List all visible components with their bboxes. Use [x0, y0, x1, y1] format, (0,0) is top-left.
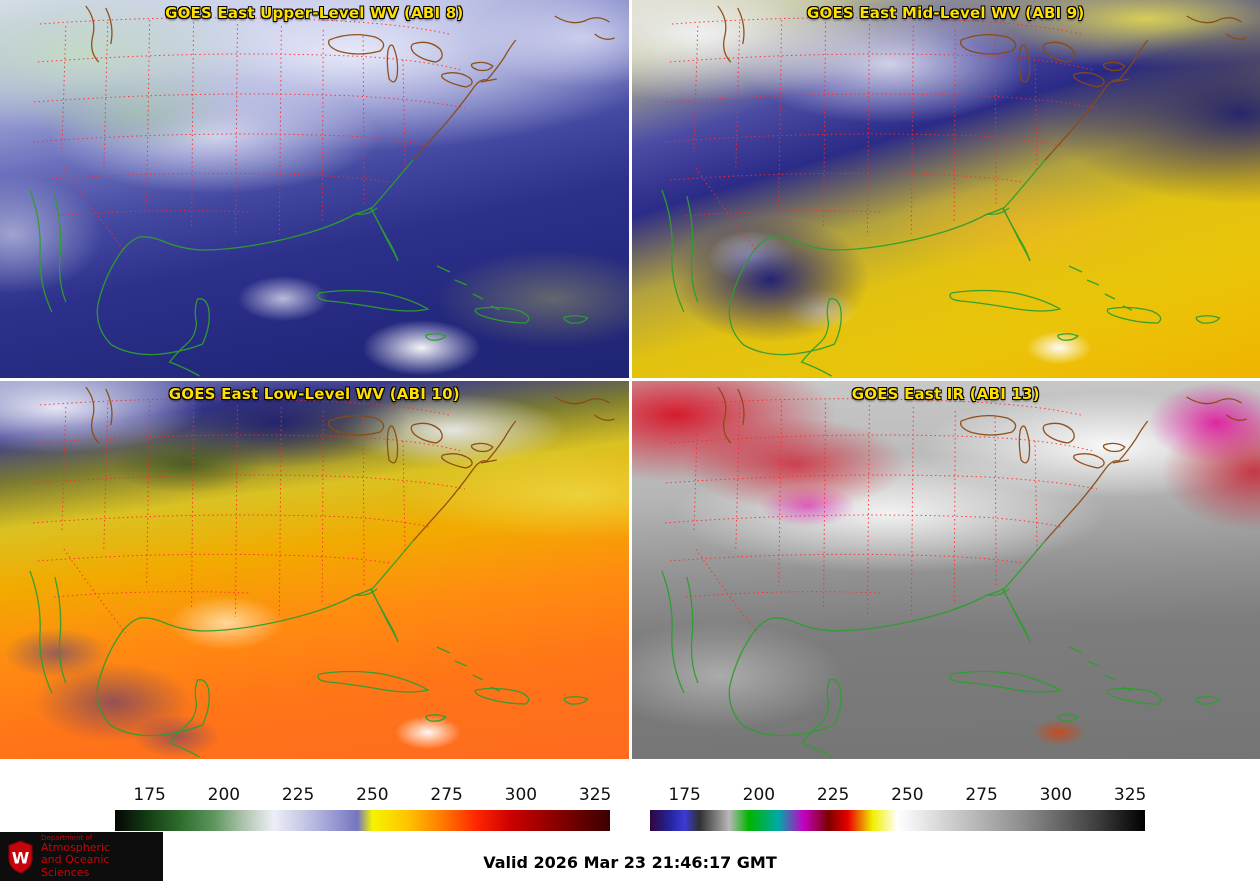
satellite-imagery-abi13: [631, 381, 1260, 759]
uw-crest-icon: W: [8, 840, 33, 873]
valid-time: Valid 2026 Mar 23 21:46:17 GMT: [483, 853, 777, 872]
logo-dept-prefix: Department of: [40, 833, 93, 842]
crest-letter: W: [12, 848, 30, 867]
wv-colorbar-ticks: 175 200 225 250 275 300 325: [115, 785, 612, 809]
colorbar-tick-label: 275: [430, 785, 463, 805]
map-overlay-abi9: [660, 5, 1247, 377]
colorbar-tick-label: 225: [281, 785, 315, 805]
colorbar-tick-label: 200: [207, 785, 241, 805]
colorbar-tick-label: 250: [891, 785, 924, 805]
colorbar-tick-label: 325: [578, 785, 612, 805]
panel-grid: GOES East Upper-Level WV (ABI 8) GOES Ea…: [0, 0, 1260, 759]
satellite-imagery-abi10: [0, 381, 629, 759]
colorbar-tick-label: 200: [742, 785, 776, 805]
satellite-imagery-abi8: [0, 0, 629, 378]
panel-upper-level-wv[interactable]: GOES East Upper-Level WV (ABI 8): [0, 0, 629, 378]
panel-title: GOES East IR (ABI 13): [851, 385, 1040, 403]
panel-mid-level-wv[interactable]: GOES East Mid-Level WV (ABI 9): [631, 0, 1260, 378]
panel-title: GOES East Low-Level WV (ABI 10): [168, 385, 460, 403]
colorbar-row: 175 200 225 250 275 300 325 175 200 225 250 275 300…: [0, 785, 1260, 831]
panel-title: GOES East Mid-Level WV (ABI 9): [807, 4, 1085, 22]
colorbar-tick-label: 300: [504, 785, 538, 805]
colorbar-tick-label: 325: [1113, 785, 1147, 805]
colorbar-tick-label: 300: [1039, 785, 1073, 805]
ir-colorbar-block: 175 200 225 250 275 300 325: [650, 785, 1147, 831]
uw-aos-logo[interactable]: W Department of Atmospheric and Oceanic …: [0, 832, 163, 881]
ir-colorbar: [650, 810, 1145, 831]
map-overlay-abi8: [29, 5, 616, 377]
colorbar-tick-label: 275: [965, 785, 998, 805]
map-overlay-abi13: [660, 386, 1247, 758]
footer: W Department of Atmospheric and Oceanic …: [0, 829, 1260, 881]
logo-dept-line1: Atmospheric: [40, 840, 111, 854]
map-overlay-abi10: [29, 386, 616, 758]
wv-colorbar: [115, 810, 610, 831]
wv-colorbar-block: 175 200 225 250 275 300 325: [115, 785, 612, 831]
logo-text: Department of Atmospheric and Oceanic Sc…: [41, 834, 157, 880]
ir-colorbar-ticks: 175 200 225 250 275 300 325: [650, 785, 1147, 809]
logo-dept-line2: and Oceanic Sciences: [40, 853, 110, 879]
colorbar-tick-label: 250: [356, 785, 389, 805]
colorbar-tick-label: 175: [133, 785, 166, 805]
panel-low-level-wv[interactable]: GOES East Low-Level WV (ABI 10): [0, 381, 629, 759]
satellite-imagery-abi9: [631, 0, 1260, 378]
colorbar-tick-label: 225: [816, 785, 850, 805]
panel-ir[interactable]: GOES East IR (ABI 13): [631, 381, 1260, 759]
panel-title: GOES East Upper-Level WV (ABI 8): [165, 4, 464, 22]
colorbar-tick-label: 175: [668, 785, 701, 805]
